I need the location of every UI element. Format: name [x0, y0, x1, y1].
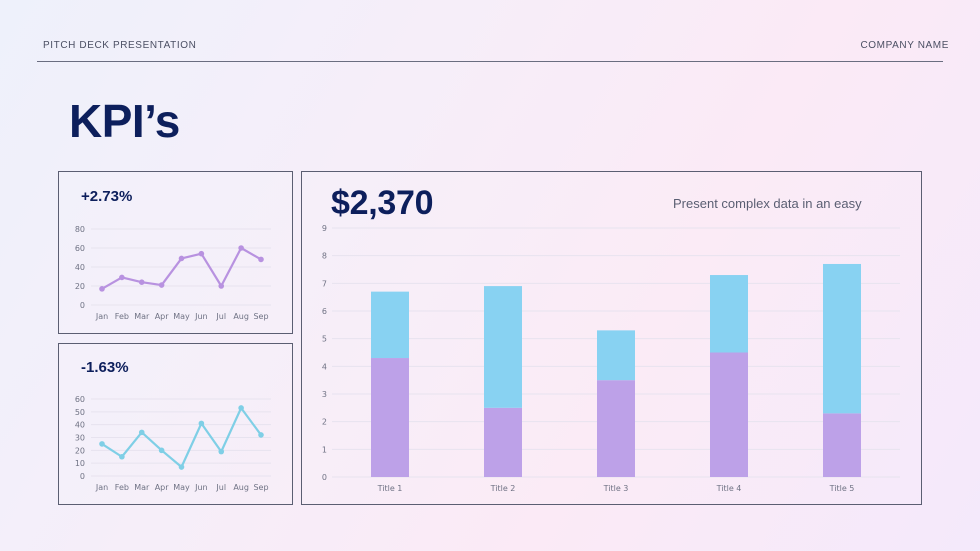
bar-segment-upper [710, 275, 748, 353]
bar-segment-upper [371, 291, 409, 359]
y-tick-label: 40 [75, 421, 85, 430]
bar-segment-upper [597, 330, 635, 381]
data-point [218, 448, 225, 455]
x-tick-label: May [173, 312, 190, 321]
x-tick-label: Title 1 [377, 484, 403, 493]
bar-segment-lower [710, 352, 748, 477]
header-left-label: PITCH DECK PRESENTATION [43, 40, 197, 51]
bar-segment-lower [597, 380, 635, 477]
kpi-value-negative: -1.63% [81, 359, 129, 376]
y-tick-label: 80 [75, 225, 85, 234]
y-tick-label: 4 [322, 362, 327, 371]
x-tick-label: Title 3 [603, 484, 629, 493]
x-tick-label: Apr [155, 312, 170, 321]
data-point [119, 453, 125, 460]
bar-segment-lower [823, 413, 861, 477]
revenue-subtitle: Present complex data in an easy [673, 196, 862, 211]
x-tick-label: Title 4 [716, 484, 742, 493]
x-tick-label: Mar [134, 483, 150, 492]
header-right-label: COMPANY NAME [860, 40, 949, 51]
data-point [238, 405, 244, 411]
x-tick-label: May [173, 483, 190, 492]
bar-segment-upper [484, 286, 522, 408]
data-point [198, 420, 205, 427]
data-point [258, 256, 264, 263]
bar-segment-upper [823, 263, 861, 414]
y-tick-label: 3 [322, 390, 327, 399]
data-point [178, 464, 185, 470]
y-tick-label: 60 [75, 244, 85, 253]
data-point [198, 250, 205, 257]
revenue-big-number: $2,370 [331, 184, 434, 222]
x-tick-label: Aug [233, 483, 249, 492]
page-title: KPI’s [69, 95, 180, 147]
stacked-bar-chart: 0 1 2 3 4 5 6 7 8 9 Title 1 Title 2 Title 3 Title 4 Ti… [322, 224, 900, 493]
kpi-card-positive: +2.73% 0 20 40 60 80 Jan Feb Mar Apr May Jun Jul Aug… [58, 171, 293, 334]
line-chart-negative: 0 10 20 30 40 50 60 Jan Feb Mar Apr May Jun Jul Aug Sep [75, 395, 271, 492]
x-tick-label: Jan [95, 312, 108, 321]
y-tick-label: 0 [322, 473, 327, 482]
y-tick-label: 40 [75, 263, 85, 272]
bar-segment-lower [484, 407, 522, 477]
data-point [119, 274, 125, 281]
kpi-card-negative: -1.63% 0 10 20 30 40 50 60 Jan Feb Mar Apr May Jun Ju… [58, 343, 293, 505]
data-point [138, 279, 145, 285]
y-tick-label: 0 [80, 301, 85, 310]
y-tick-label: 9 [322, 224, 327, 233]
x-tick-label: Jun [194, 312, 208, 321]
x-tick-label: Feb [115, 312, 129, 321]
y-tick-label: 20 [75, 446, 85, 455]
x-tick-label: Title 5 [829, 484, 855, 493]
x-tick-label: Mar [134, 312, 150, 321]
x-tick-label: Feb [115, 483, 129, 492]
y-tick-label: 50 [75, 408, 85, 417]
data-point [258, 432, 264, 438]
x-tick-label: Sep [253, 483, 268, 492]
y-tick-label: 5 [322, 335, 327, 344]
data-point [238, 245, 244, 251]
y-tick-label: 6 [322, 307, 327, 316]
series-line [101, 246, 262, 290]
y-tick-label: 60 [75, 395, 85, 404]
y-tick-label: 30 [75, 434, 85, 443]
y-tick-label: 8 [322, 252, 327, 261]
data-point [158, 282, 165, 288]
x-tick-label: Title 2 [490, 484, 516, 493]
data-point [178, 255, 185, 262]
x-tick-label: Jan [95, 483, 108, 492]
line-chart-positive: 0 20 40 60 80 Jan Feb Mar Apr May Jun Jul Aug Sep [75, 225, 271, 321]
y-tick-label: 2 [322, 418, 327, 427]
y-tick-label: 20 [75, 282, 85, 291]
data-point [218, 283, 225, 289]
x-tick-label: Jun [194, 483, 208, 492]
x-tick-label: Sep [253, 312, 268, 321]
data-point [99, 441, 105, 447]
kpi-value-positive: +2.73% [81, 188, 133, 205]
y-tick-label: 7 [322, 279, 327, 288]
y-tick-label: 0 [80, 472, 85, 481]
x-tick-label: Aug [233, 312, 249, 321]
y-tick-label: 10 [75, 459, 85, 468]
y-tick-label: 1 [322, 445, 327, 454]
header-divider [37, 61, 943, 62]
data-point [138, 429, 145, 436]
x-tick-label: Jul [215, 312, 226, 321]
bar-segment-lower [371, 358, 409, 477]
data-point [158, 447, 165, 454]
x-tick-label: Jul [215, 483, 226, 492]
revenue-card: $2,370 Present complex data in an easy 0… [301, 171, 922, 505]
data-point [99, 286, 105, 292]
x-tick-label: Apr [155, 483, 170, 492]
